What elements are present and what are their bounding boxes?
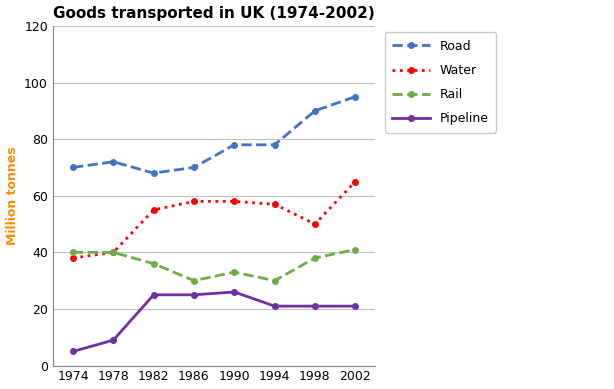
Road [352, 94, 359, 99]
Rail [311, 256, 319, 260]
Road [311, 109, 319, 113]
Rail [190, 278, 198, 283]
Pipeline [190, 293, 198, 297]
Water [311, 222, 319, 226]
Road [231, 142, 238, 147]
Rail [231, 270, 238, 275]
Rail [110, 250, 117, 255]
Road [150, 171, 157, 175]
Pipeline [352, 304, 359, 308]
Pipeline [271, 304, 278, 308]
Water [190, 199, 198, 204]
Line: Water: Water [70, 179, 358, 261]
Rail [271, 278, 278, 283]
Line: Rail: Rail [70, 247, 358, 284]
Water [271, 202, 278, 207]
Road [271, 142, 278, 147]
Pipeline [69, 349, 77, 354]
Water [231, 199, 238, 204]
Pipeline [231, 290, 238, 294]
Water [69, 256, 77, 260]
Y-axis label: Million tonnes: Million tonnes [6, 146, 18, 245]
Rail [69, 250, 77, 255]
Water [150, 208, 157, 212]
Pipeline [150, 293, 157, 297]
Pipeline [110, 338, 117, 342]
Legend: Road, Water, Rail, Pipeline: Road, Water, Rail, Pipeline [385, 32, 496, 133]
Line: Pipeline: Pipeline [70, 289, 358, 354]
Line: Road: Road [70, 94, 358, 176]
Road [190, 165, 198, 170]
Rail [150, 261, 157, 266]
Water [110, 250, 117, 255]
Water [352, 179, 359, 184]
Road [110, 159, 117, 164]
Road [69, 165, 77, 170]
Pipeline [311, 304, 319, 308]
Rail [352, 247, 359, 252]
Title: Goods transported in UK (1974-2002): Goods transported in UK (1974-2002) [53, 5, 375, 21]
